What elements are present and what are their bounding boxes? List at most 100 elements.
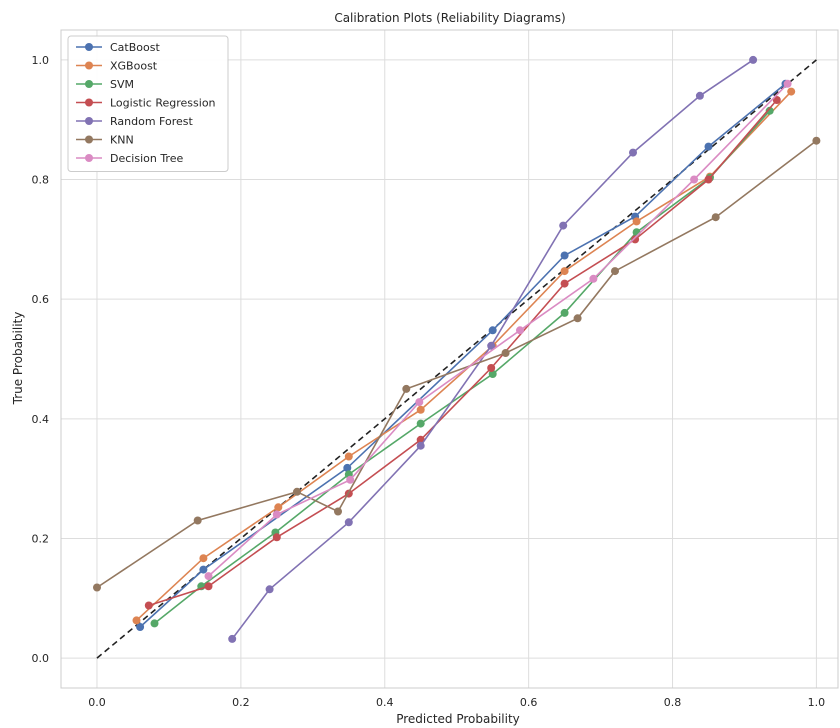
legend-label: CatBoost: [110, 41, 160, 54]
legend-item: XGBoost: [76, 60, 158, 73]
series-lines: [93, 55, 821, 643]
data-point: [765, 106, 774, 115]
legend-marker: [85, 43, 93, 51]
series-line: [154, 110, 771, 625]
data-point: [274, 503, 283, 512]
data-point: [704, 175, 713, 184]
legend-label: XGBoost: [110, 60, 158, 73]
data-point: [559, 221, 568, 230]
plot-frame: [60, 29, 839, 689]
data-point: [199, 565, 208, 574]
data-point: [812, 136, 821, 145]
perfect-calibration-line: [96, 59, 817, 659]
legend-item: KNN: [76, 134, 134, 147]
legend-label: Decision Tree: [110, 152, 183, 165]
data-point: [293, 487, 301, 496]
data-point: [193, 516, 202, 525]
data-point: [560, 251, 569, 260]
legend-marker: [85, 80, 93, 88]
data-point: [265, 585, 274, 594]
data-point: [272, 510, 281, 519]
data-point: [487, 341, 496, 350]
data-point: [488, 326, 497, 335]
data-point: [501, 349, 510, 357]
reference-diagonal-line: [96, 59, 817, 659]
legend-marker: [85, 135, 93, 144]
data-point: [560, 308, 569, 317]
data-point: [334, 507, 342, 516]
data-point: [416, 405, 425, 414]
series-line: [207, 83, 789, 577]
y-tick-label: 1.0: [32, 54, 50, 67]
data-point: [783, 79, 792, 88]
x-tick-label: 0.0: [88, 696, 106, 709]
data-point: [416, 419, 425, 428]
legend-item: Decision Tree: [76, 152, 183, 165]
data-point: [631, 235, 640, 244]
y-axis-label: True Probability: [11, 312, 25, 406]
data-point: [488, 370, 497, 378]
series-line: [148, 99, 778, 607]
legend-marker: [85, 117, 93, 125]
legend-item: SVM: [76, 78, 134, 91]
data-point: [704, 142, 713, 151]
data-point: [749, 55, 758, 64]
data-point: [560, 267, 569, 276]
legend-marker: [85, 98, 93, 107]
data-point: [228, 634, 237, 643]
legend-item: CatBoost: [76, 41, 160, 54]
data-point: [629, 148, 637, 157]
series-line: [96, 140, 817, 589]
data-point: [560, 279, 569, 288]
data-point: [150, 619, 159, 628]
data-point: [695, 91, 704, 100]
data-point: [690, 175, 699, 184]
series-line: [135, 91, 792, 621]
x-tick-label: 0.6: [520, 696, 538, 709]
data-point: [415, 398, 424, 407]
legend-box: [67, 35, 229, 172]
legend-item: Logistic Regression: [76, 97, 216, 110]
series-catboost: [136, 79, 790, 631]
data-point: [344, 518, 353, 527]
x-tick-label: 0.8: [664, 696, 682, 709]
legend-marker: [85, 154, 93, 162]
data-point: [199, 554, 208, 563]
series-knn: [93, 136, 821, 592]
data-point: [93, 583, 101, 592]
data-point: [204, 582, 213, 591]
data-point: [611, 267, 619, 276]
data-point: [632, 217, 641, 226]
y-tick-label: 0.8: [32, 174, 50, 187]
tick-labels: 0.0 0.2 0.4 0.6 0.8 1.0 0.0 0.2 0.4 0.6 0.8 1.0: [32, 54, 826, 709]
series-xgboost: [132, 87, 796, 625]
series-decision-tree: [204, 79, 792, 581]
y-tick-label: 0.6: [32, 293, 50, 306]
legend-label: KNN: [110, 134, 134, 147]
legend-label: SVM: [110, 78, 134, 91]
data-point: [573, 314, 582, 323]
legend-label: Random Forest: [110, 115, 193, 128]
data-point: [416, 441, 425, 450]
data-point: [787, 87, 796, 96]
data-point: [272, 533, 281, 542]
data-point: [346, 475, 355, 484]
x-tick-label: 0.4: [376, 696, 394, 709]
data-point: [487, 364, 496, 372]
data-point: [144, 601, 153, 610]
series-random-forest: [228, 55, 758, 643]
legend-item: Random Forest: [76, 115, 193, 128]
legend-label: Logistic Regression: [110, 97, 216, 110]
x-axis-label: Predicted Probability: [396, 712, 520, 726]
x-tick-label: 1.0: [808, 696, 826, 709]
data-point: [589, 274, 598, 283]
data-point: [132, 616, 141, 625]
legend: CatBoost XGBoost SVM Logistic Regression Ran…: [67, 35, 229, 172]
data-point: [344, 452, 353, 461]
series-logistic-regression: [144, 96, 781, 610]
y-tick-label: 0.4: [32, 413, 50, 426]
data-point: [204, 572, 213, 581]
data-point: [343, 463, 352, 472]
chart-title: Calibration Plots (Reliability Diagrams): [334, 11, 565, 25]
